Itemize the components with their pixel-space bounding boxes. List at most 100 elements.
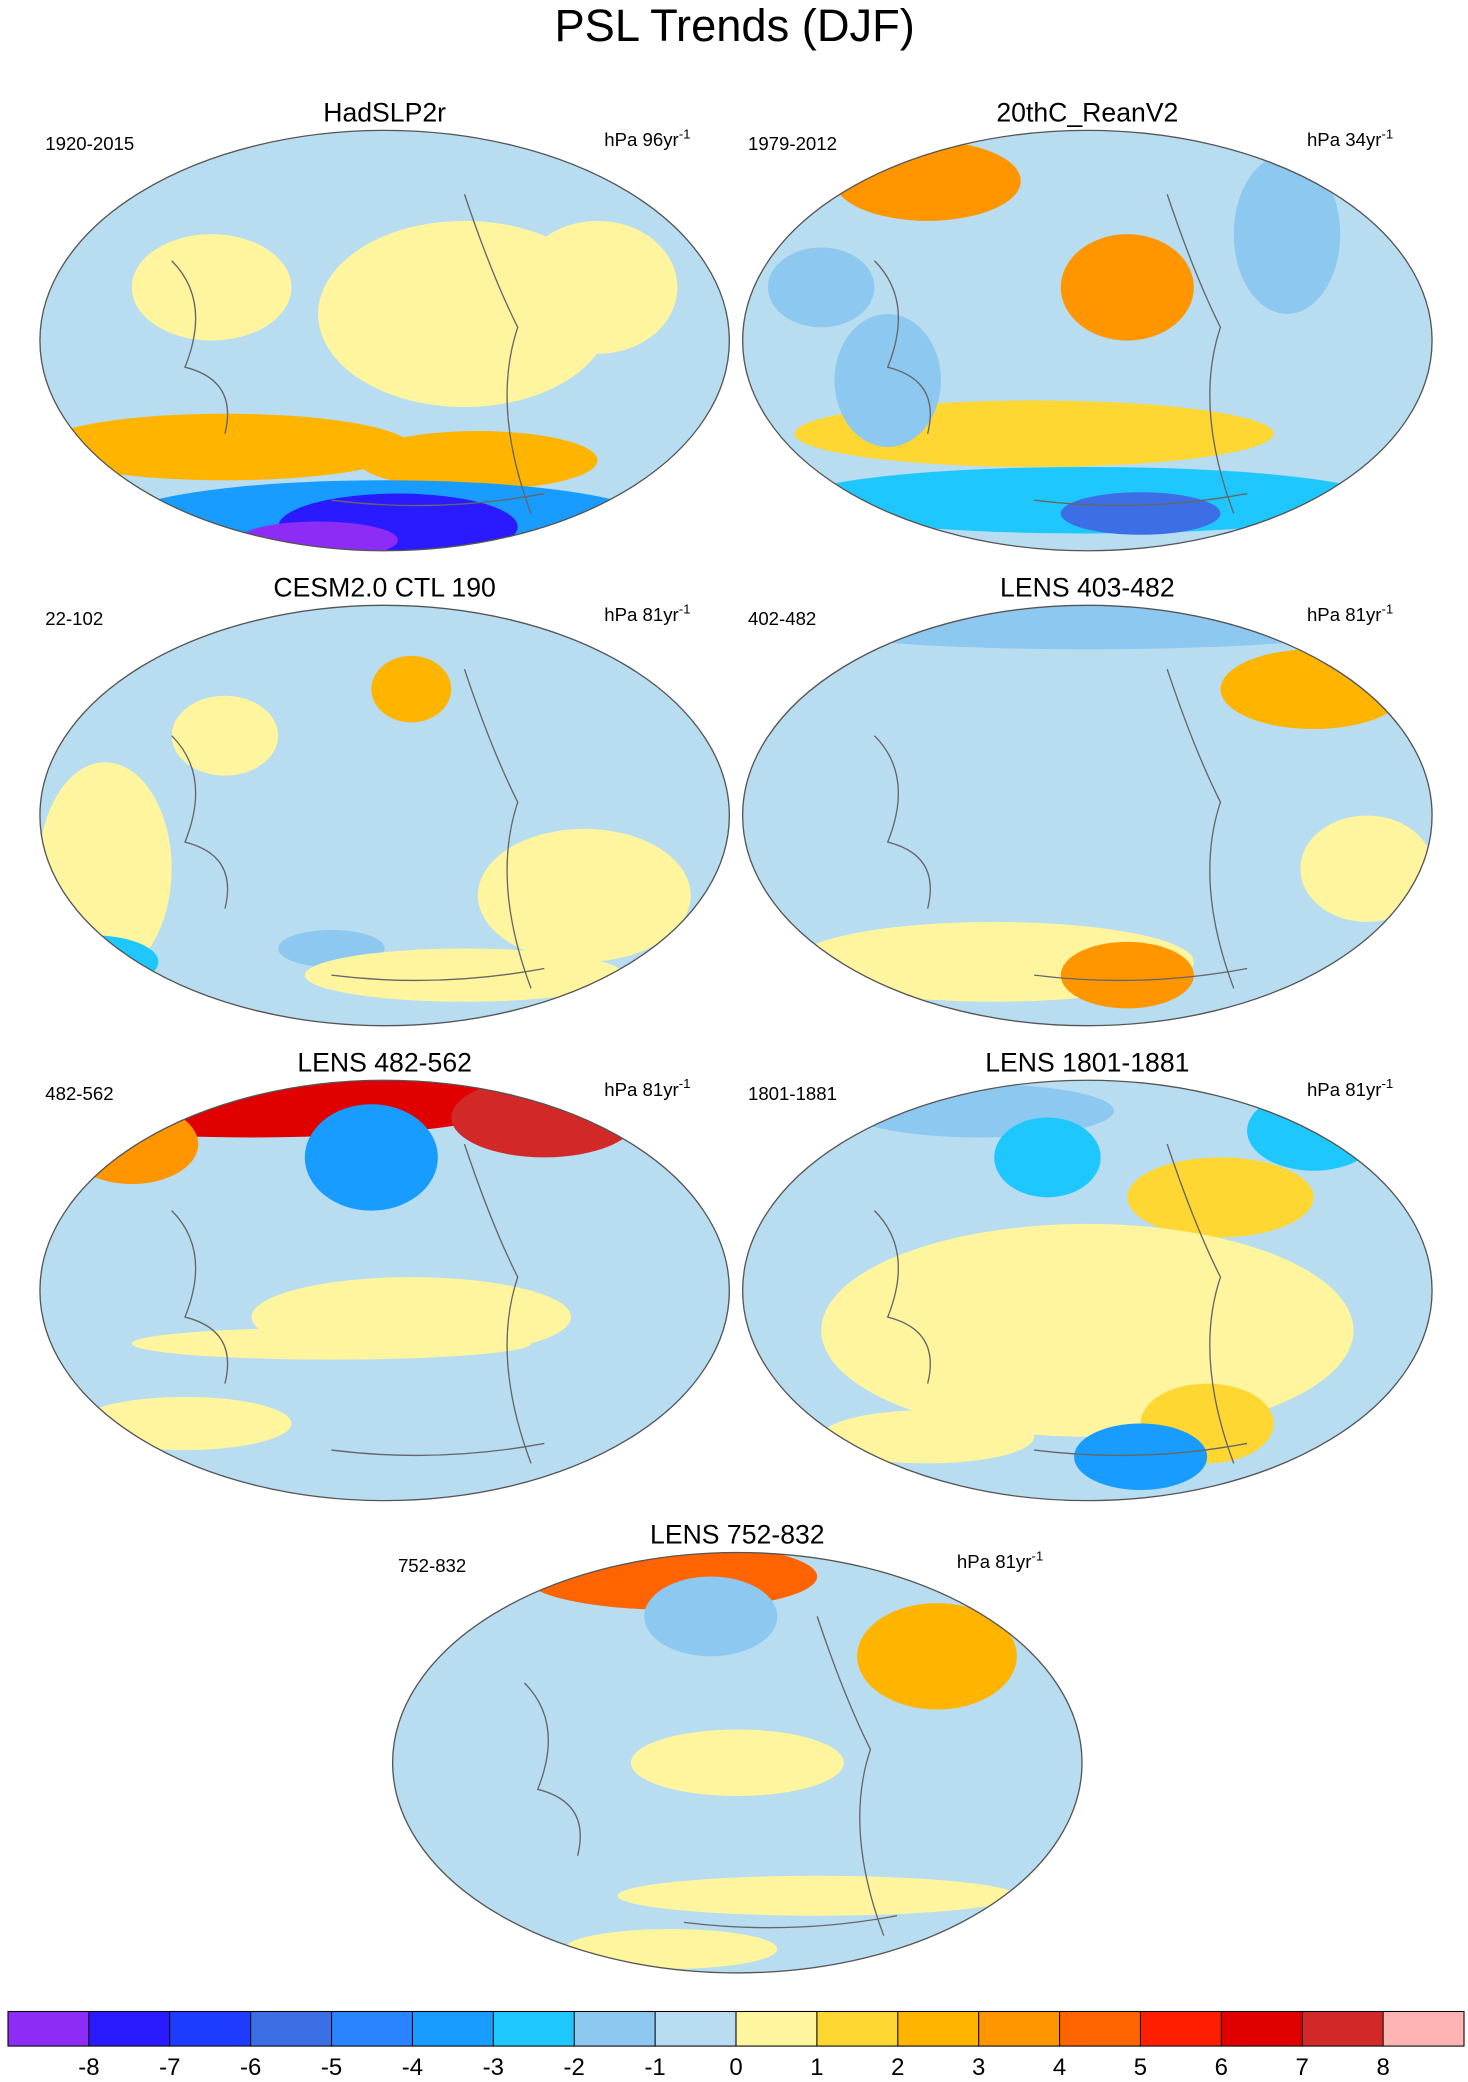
field-contour	[371, 655, 452, 723]
colorbar-label: 3	[972, 2054, 985, 2081]
map-field	[742, 130, 1433, 551]
field-contour	[767, 247, 875, 328]
panel-title: 20thC_ReanV2	[996, 97, 1178, 127]
map-panel: LENS 1801-1881 1801-1881 hPa 81yr-1	[741, 1047, 1433, 1502]
panel-units: hPa 81yr-1	[1307, 601, 1393, 625]
map-panel: CESM2.0 CTL 190 22-102 hPa 81yr-1	[39, 572, 731, 1027]
field-contour	[617, 1875, 1017, 1916]
field-contour	[1220, 649, 1407, 730]
units-exponent: -1	[1381, 1076, 1393, 1091]
field-contour	[477, 828, 691, 962]
map-panel: LENS 482-562 482-562 hPa 81yr-1	[39, 1047, 731, 1502]
map-border	[39, 129, 731, 552]
map-panel: LENS 403-482 402-482 hPa 81yr-1	[741, 572, 1433, 1027]
map-border	[741, 129, 1433, 552]
field-contour	[65, 1104, 199, 1185]
units-text: hPa 81yr	[957, 1551, 1032, 1572]
colorbar-box	[1301, 2011, 1384, 2047]
field-contour	[78, 1396, 292, 1451]
colorbar-label: -5	[321, 2054, 342, 2081]
colorbar-label: -6	[240, 2054, 261, 2081]
field-contour	[1233, 154, 1341, 314]
units-text: hPa 34yr	[1307, 129, 1382, 150]
colorbar-label: -3	[483, 2054, 504, 2081]
units-exponent: -1	[679, 1076, 691, 1091]
units-text: hPa 81yr	[1307, 1079, 1382, 1100]
colorbar-label: 4	[1053, 2054, 1066, 2081]
colorbar-box	[250, 2011, 332, 2047]
colorbar-box	[412, 2011, 494, 2047]
coastline	[873, 194, 1248, 514]
colorbar-label: 6	[1215, 2054, 1228, 2081]
map-border	[391, 1551, 1083, 1974]
panel-title: HadSLP2r	[323, 97, 446, 127]
colorbar-label: 1	[810, 2054, 823, 2081]
units-exponent: -1	[679, 126, 691, 141]
units-text: hPa 96yr	[604, 129, 679, 150]
field-contour	[821, 1223, 1354, 1437]
units-exponent: -1	[1381, 126, 1393, 141]
colorbar-box	[816, 2011, 899, 2047]
coastline	[171, 1143, 545, 1464]
map-field	[742, 1080, 1433, 1501]
coastline	[171, 668, 545, 989]
colorbar-box	[735, 2011, 818, 2047]
colorbar-box	[331, 2011, 413, 2047]
panel-title: CESM2.0 CTL 190	[273, 572, 495, 602]
coastline	[873, 1143, 1248, 1464]
colorbar-box	[897, 2011, 979, 2047]
field-contour	[1060, 234, 1194, 341]
map-border	[741, 604, 1433, 1027]
map-field	[392, 1552, 1083, 1973]
map-border	[39, 604, 731, 1027]
field-contour	[131, 1327, 532, 1360]
map-field	[39, 1080, 730, 1501]
units-exponent: -1	[1031, 1548, 1043, 1563]
coastline	[171, 194, 545, 514]
map-panel: 20thC_ReanV2 1979-2012 hPa 34yr-1	[741, 97, 1433, 552]
colorbar-label: -7	[159, 2054, 180, 2081]
field-contour	[1247, 1090, 1381, 1171]
panel-units: hPa 34yr-1	[1307, 126, 1393, 150]
colorbar-box	[1382, 2011, 1465, 2047]
panel-units: hPa 81yr-1	[1307, 1076, 1393, 1100]
panel-title: LENS 1801-1881	[985, 1047, 1189, 1077]
colorbar-box	[1059, 2011, 1141, 2047]
map-border	[741, 1079, 1433, 1502]
field-contour	[39, 413, 412, 481]
figure-title: PSL Trends (DJF)	[554, 0, 914, 51]
units-exponent: -1	[1381, 601, 1393, 616]
colorbar-label: -1	[644, 2054, 665, 2081]
panel-title: LENS 482-562	[297, 1047, 472, 1077]
colorbar-label: -4	[402, 2054, 423, 2081]
colorbar-box	[573, 2011, 656, 2047]
map-field	[39, 605, 730, 1026]
field-contour	[644, 1576, 778, 1657]
field-contour	[821, 1410, 1035, 1464]
panel-period: 1801-1881	[748, 1083, 837, 1104]
colorbar-label: 7	[1296, 2054, 1309, 2081]
units-text: hPa 81yr	[604, 1079, 679, 1100]
coastline	[523, 1616, 898, 1936]
field-contour	[1127, 1157, 1314, 1238]
map-panel: HadSLP2r 1920-2015 hPa 96yr-1	[39, 97, 731, 552]
colorbar-label: 5	[1134, 2054, 1147, 2081]
units-text: hPa 81yr	[604, 604, 679, 625]
field-contour	[304, 948, 625, 1002]
colorbar-label: -2	[564, 2054, 585, 2081]
colorbar-label: 8	[1376, 2054, 1389, 2081]
panel-units: hPa 81yr-1	[604, 1076, 690, 1100]
panel-units: hPa 81yr-1	[604, 601, 690, 625]
field-contour	[564, 1929, 778, 1969]
field-contour	[1060, 492, 1221, 535]
colorbar-box	[1221, 2011, 1303, 2047]
colorbar-box	[1140, 2011, 1222, 2047]
field-contour	[304, 1104, 438, 1211]
field-contour	[994, 1117, 1101, 1198]
field-contour	[39, 762, 172, 976]
map-field	[742, 605, 1433, 1026]
colorbar-box	[169, 2011, 251, 2047]
field-contour	[1300, 815, 1433, 922]
units-text: hPa 81yr	[1307, 604, 1382, 625]
